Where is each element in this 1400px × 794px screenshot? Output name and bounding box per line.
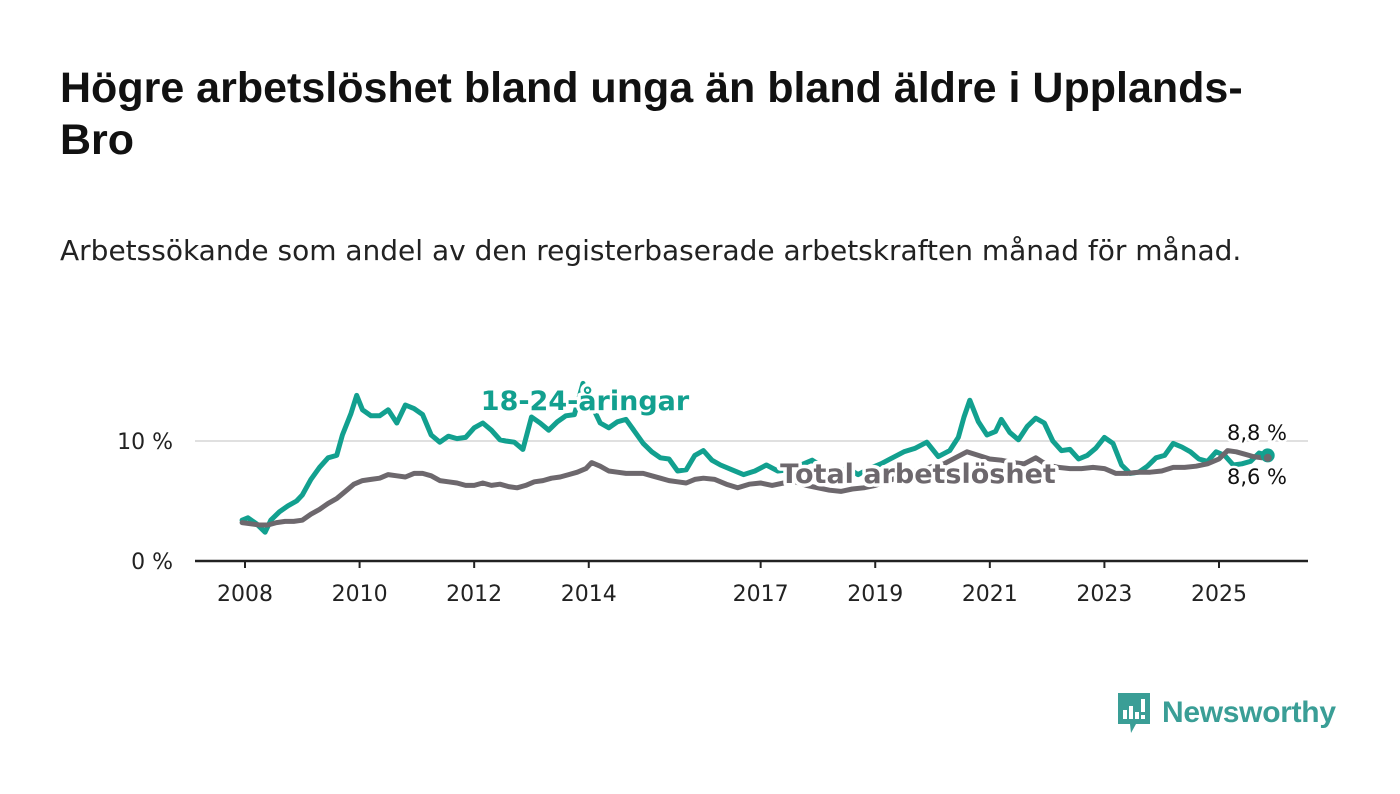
labels: 18-24-åringar Total arbetslöshet 8,8 % 8,6 …: [477, 382, 1289, 494]
end-value-label-total: 8,6 %: [1227, 465, 1287, 489]
series-lines: [239, 380, 1275, 535]
newsworthy-brand[interactable]: Newsworthy: [1116, 690, 1336, 736]
x-tick-label: 2025: [1191, 582, 1247, 607]
series-label-youth: 18-24-åringar: [481, 385, 690, 417]
chart-subtitle: Arbetssökande som andel av den registerb…: [60, 234, 1242, 267]
end-marker-total: [1263, 453, 1272, 462]
series-line-youth: [239, 380, 1271, 535]
x-tick-label: 2012: [446, 582, 502, 607]
end-value-label-youth: 8,8 %: [1227, 421, 1287, 445]
x-tick-label: 2019: [847, 582, 903, 607]
line-chart: 0 % 10 % 2008 2010 2012 2014 2017 2019 2021 2023 2…: [117, 380, 1308, 607]
axes: 0 % 10 % 2008 2010 2012 2014 2017 2019 2021 2023 2…: [117, 430, 1308, 607]
x-tick-label: 2010: [332, 582, 388, 607]
brand-name: Newsworthy: [1162, 696, 1336, 729]
x-tick-label: 2017: [733, 582, 789, 607]
chart-title: Högre arbetslöshet bland unga än bland ä…: [60, 64, 1243, 164]
x-tick-label: 2021: [962, 582, 1018, 607]
x-tick-label: 2014: [561, 582, 617, 607]
series-line-total: [239, 448, 1271, 528]
x-tick-label: 2008: [217, 582, 273, 607]
y-tick-label: 0 %: [131, 550, 173, 575]
x-tick-label: 2023: [1076, 582, 1132, 607]
y-tick-label: 10 %: [117, 430, 173, 455]
newsworthy-logo-icon: [1118, 693, 1150, 733]
series-label-total: Total arbetslöshet: [780, 459, 1056, 490]
